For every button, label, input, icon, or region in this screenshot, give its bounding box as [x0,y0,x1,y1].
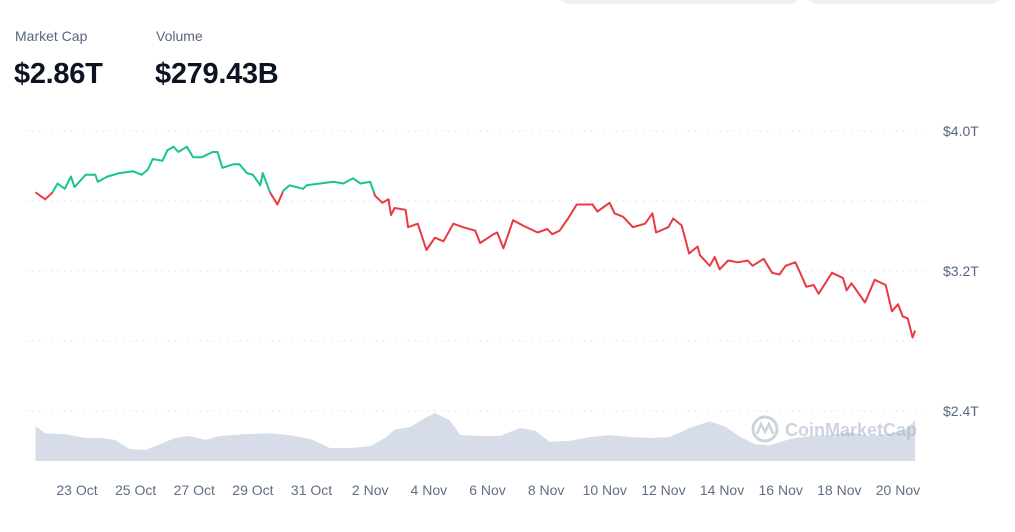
x-tick-label: 4 Nov [411,482,448,498]
x-tick-label: 18 Nov [817,482,861,498]
market-cap-label: Market Cap [15,28,88,44]
volume-value: $279.43B [155,58,279,90]
price-line-down-segment [269,191,284,206]
x-tick-label: 31 Oct [291,482,332,498]
price-line-up-segment [51,145,271,193]
volume-area [35,413,916,461]
x-tick-label: 10 Nov [583,482,627,498]
watermark-text: CoinMarketCap [785,420,917,440]
y-tick-label: $4.0T [943,123,979,139]
price-line-up-segment [281,177,375,193]
coinmarketcap-logo-mark [755,420,775,435]
price-line-down-segment [34,191,54,201]
x-tick-label: 16 Nov [759,482,803,498]
x-tick-label: 29 Oct [232,482,273,498]
y-tick-label: $3.2T [943,263,979,279]
x-tick-label: 2 Nov [352,482,389,498]
price-line-down-segment [372,191,917,339]
x-tick-label: 20 Nov [876,482,920,498]
x-tick-label: 8 Nov [528,482,565,498]
x-tick-label: 12 Nov [641,482,685,498]
y-tick-label: $2.4T [943,403,979,419]
x-tick-label: 25 Oct [115,482,156,498]
range-toggle-group[interactable] [560,0,798,4]
coinmarketcap-logo-icon [751,415,779,443]
x-tick-label: 14 Nov [700,482,744,498]
x-tick-label: 23 Oct [56,482,97,498]
chart-type-toggle-group[interactable] [808,0,1000,4]
coinmarketcap-watermark: CoinMarketCap [751,415,917,443]
market-cap-value: $2.86T [14,58,103,90]
volume-label: Volume [156,28,203,44]
x-tick-label: 27 Oct [174,482,215,498]
x-tick-label: 6 Nov [469,482,506,498]
